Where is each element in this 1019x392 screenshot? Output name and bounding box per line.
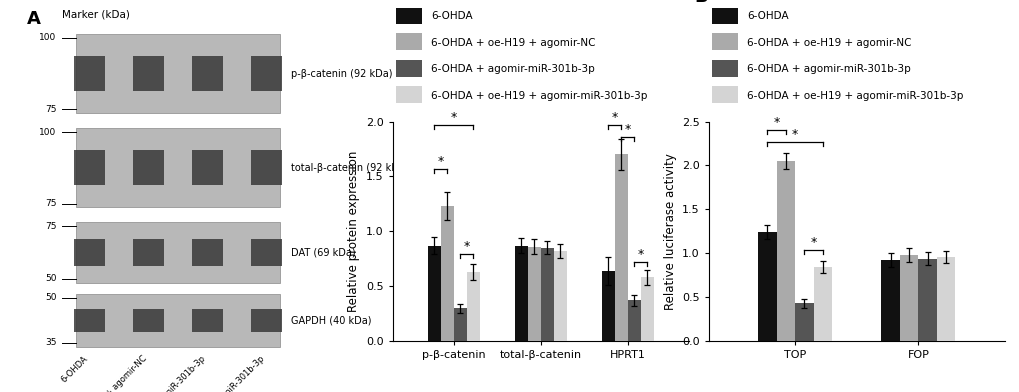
Y-axis label: Relative protein expression: Relative protein expression [347,151,360,312]
Bar [813,267,832,341]
Text: 6-OHDA + agomir-miR-301b-3p: 6-OHDA + agomir-miR-301b-3p [747,64,910,74]
FancyBboxPatch shape [192,151,223,185]
FancyBboxPatch shape [75,34,280,113]
Text: GAPDH (40 kDa): GAPDH (40 kDa) [290,315,371,325]
Text: 50: 50 [45,293,57,302]
Text: 6-OHDA: 6-OHDA [59,354,90,384]
FancyBboxPatch shape [711,60,738,77]
FancyBboxPatch shape [74,239,105,266]
Bar [601,271,613,341]
Bar [917,258,936,341]
Bar [467,272,479,341]
Bar [757,232,775,341]
Text: *: * [624,123,630,136]
Text: A: A [28,10,41,28]
FancyBboxPatch shape [192,309,223,332]
Text: *: * [637,248,643,261]
Y-axis label: Relative luciferase activity: Relative luciferase activity [663,153,676,310]
Text: *: * [450,111,457,123]
Bar [440,206,453,341]
Text: *: * [772,116,780,129]
Text: 6-OHDA + oe-H19 + agomir-NC: 6-OHDA + oe-H19 + agomir-NC [48,354,149,392]
FancyBboxPatch shape [74,309,105,332]
Bar [936,257,955,341]
FancyBboxPatch shape [74,151,105,185]
FancyBboxPatch shape [711,86,738,103]
FancyBboxPatch shape [395,60,422,77]
FancyBboxPatch shape [251,309,281,332]
Bar [795,303,813,341]
Bar [613,154,627,341]
Text: *: * [792,127,798,140]
FancyBboxPatch shape [395,33,422,50]
Text: 6-OHDA: 6-OHDA [431,11,473,21]
Bar [540,248,553,341]
Text: *: * [810,236,816,249]
Text: 6-OHDA + oe-H19 + agomir-miR-301b-3p: 6-OHDA + oe-H19 + agomir-miR-301b-3p [431,91,647,101]
Text: 6-OHDA + oe-H19 + agomir-NC: 6-OHDA + oe-H19 + agomir-NC [747,38,911,48]
Text: *: * [610,111,618,123]
FancyBboxPatch shape [192,56,223,91]
FancyBboxPatch shape [395,86,422,103]
Text: total-β-catenin (92 kDa): total-β-catenin (92 kDa) [290,163,408,173]
Text: 75: 75 [45,105,57,114]
FancyBboxPatch shape [75,222,280,283]
FancyBboxPatch shape [75,128,280,207]
Text: 75: 75 [45,221,57,230]
Text: 6-OHDA + agomir-miR-301b-3p: 6-OHDA + agomir-miR-301b-3p [431,64,594,74]
Text: 100: 100 [40,127,57,136]
Text: 6-OHDA + oe-H19 + agomir-miR-301b-3p: 6-OHDA + oe-H19 + agomir-miR-301b-3p [137,354,266,392]
FancyBboxPatch shape [132,309,164,332]
Bar [514,245,527,341]
Text: 6-OHDA + oe-H19 + agomir-miR-301b-3p: 6-OHDA + oe-H19 + agomir-miR-301b-3p [747,91,963,101]
Text: 100: 100 [40,33,57,42]
FancyBboxPatch shape [251,151,281,185]
Bar [453,308,467,341]
Bar [899,255,917,341]
Text: Marker (kDa): Marker (kDa) [62,10,129,20]
Bar [880,260,899,341]
Text: 50: 50 [45,274,57,283]
Text: 6-OHDA + agomir-miR-301b-3p: 6-OHDA + agomir-miR-301b-3p [108,354,207,392]
FancyBboxPatch shape [192,239,223,266]
FancyBboxPatch shape [132,56,164,91]
FancyBboxPatch shape [132,239,164,266]
Text: DAT (69 kDa): DAT (69 kDa) [290,247,355,258]
Bar [775,161,795,341]
Bar [640,278,653,341]
FancyBboxPatch shape [74,56,105,91]
FancyBboxPatch shape [711,7,738,24]
Text: 75: 75 [45,199,57,208]
Text: *: * [437,154,443,167]
FancyBboxPatch shape [75,294,280,347]
Text: 6-OHDA: 6-OHDA [747,11,789,21]
FancyBboxPatch shape [132,151,164,185]
Bar [427,245,440,341]
FancyBboxPatch shape [251,56,281,91]
Text: 6-OHDA + oe-H19 + agomir-NC: 6-OHDA + oe-H19 + agomir-NC [431,38,595,48]
Text: B: B [693,0,707,6]
Text: *: * [463,240,470,253]
FancyBboxPatch shape [395,7,422,24]
Bar [553,251,567,341]
FancyBboxPatch shape [251,239,281,266]
Bar [627,300,640,341]
Text: 35: 35 [45,338,57,347]
FancyBboxPatch shape [711,33,738,50]
Bar [527,247,540,341]
Text: p-β-catenin (92 kDa): p-β-catenin (92 kDa) [290,69,392,79]
